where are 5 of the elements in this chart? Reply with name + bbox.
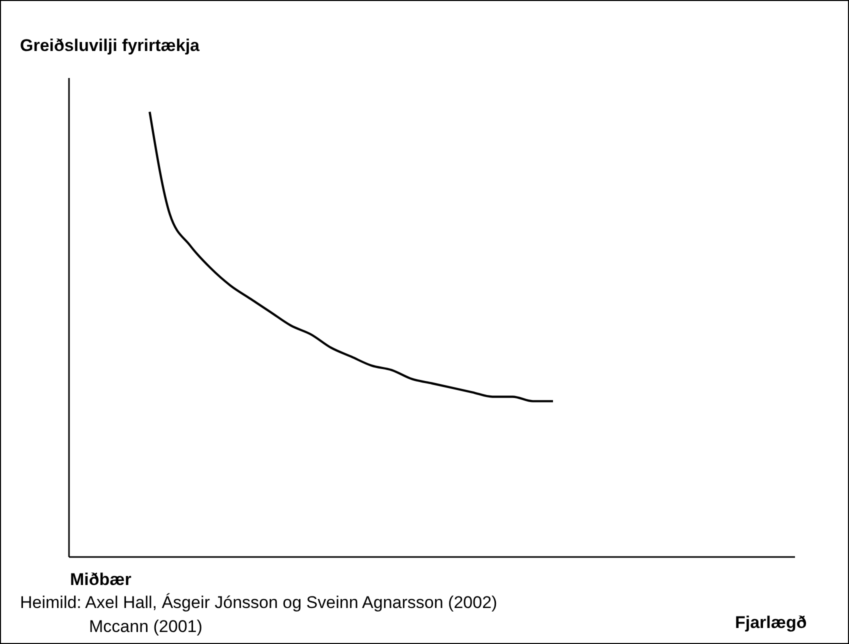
text: Miðbær	[70, 570, 132, 590]
y-axis-title: Greiðsluvilji fyrirtækja	[20, 36, 200, 56]
text: Fjarlægð	[735, 613, 807, 633]
text: Mccann (2001)	[89, 617, 202, 637]
text: Heimild: Axel Hall, Ásgeir Jónsson og Sveinn Agnarsson (2002)	[20, 593, 498, 613]
